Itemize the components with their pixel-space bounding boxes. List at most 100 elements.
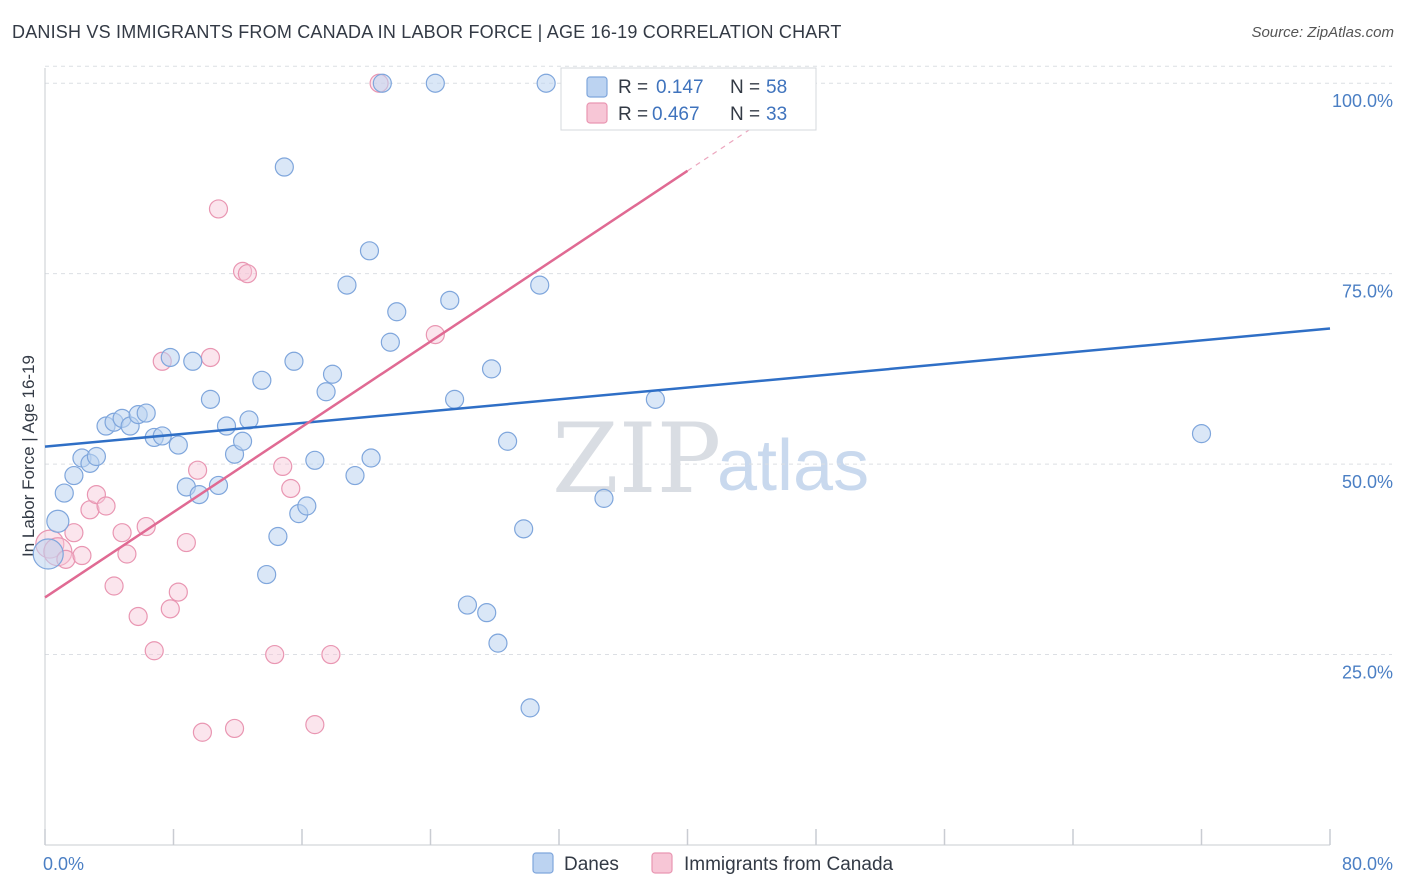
- danes-point: [200, 389, 221, 409]
- danes-point: [160, 347, 180, 368]
- y-tick-label: 100.0%: [1332, 91, 1393, 111]
- canada-point: [64, 523, 84, 543]
- danes-point: [359, 241, 380, 261]
- legend-n-label-canada: N =: [730, 104, 760, 125]
- watermark-zip: ZIP: [552, 403, 721, 515]
- watermark-atlas: atlas: [717, 426, 869, 506]
- danes-point: [481, 359, 502, 379]
- trend-line-canada-extension: [687, 122, 761, 172]
- canada-point: [160, 599, 180, 619]
- danes-point: [297, 496, 317, 516]
- danes-point: [208, 475, 229, 496]
- danes-point: [252, 370, 272, 390]
- danes-point: [316, 382, 336, 402]
- danes-point: [488, 633, 508, 653]
- canada-point: [96, 496, 116, 516]
- canada-point: [192, 722, 213, 742]
- canada-point: [273, 456, 293, 477]
- y-tick-label: 50.0%: [1342, 472, 1393, 492]
- danes-point: [46, 509, 70, 533]
- danes-point: [514, 519, 534, 539]
- canada-point: [144, 641, 164, 661]
- danes-point: [216, 416, 237, 436]
- danes-point: [345, 465, 365, 486]
- danes-point: [380, 332, 400, 352]
- danes-point: [425, 73, 445, 93]
- legend-n-label-danes: N =: [730, 77, 760, 98]
- y-tick-label: 25.0%: [1342, 663, 1393, 683]
- canada-point: [176, 532, 196, 553]
- canada-point: [305, 715, 325, 735]
- danes-point: [322, 364, 343, 384]
- danes-point: [168, 435, 188, 455]
- danes-point: [32, 538, 64, 570]
- trend-lines: [44, 122, 1331, 599]
- grid-lines: [45, 65, 1392, 656]
- x-tick-label: 80.0%: [1342, 854, 1393, 874]
- canada-point: [208, 199, 229, 219]
- source-credit: Source: ZipAtlas.com: [1251, 24, 1394, 41]
- danes-point: [361, 448, 381, 468]
- legend-r-label-danes: R =: [618, 77, 648, 98]
- danes-point: [64, 465, 84, 486]
- legend-correlation: R = 0.147 N = 58 R = 0.467 N = 33: [560, 67, 817, 131]
- canada-point: [168, 582, 188, 602]
- danes-point: [645, 389, 665, 409]
- danes-point: [284, 351, 304, 371]
- canada-point: [425, 325, 445, 345]
- canada-point: [200, 347, 221, 368]
- danes-point: [387, 302, 407, 322]
- danes-point: [268, 526, 288, 547]
- danes-point: [444, 389, 465, 409]
- danes-point: [530, 275, 550, 295]
- canada-point: [237, 264, 257, 284]
- danes-point: [337, 275, 357, 295]
- x-tick-label: 0.0%: [43, 854, 84, 874]
- canada-point: [117, 544, 137, 564]
- canada-point: [136, 516, 156, 537]
- tick-labels: 100.0% 75.0% 50.0% 25.0% 0.0% 80.0%: [43, 91, 1393, 874]
- legend-series: Danes Immigrants from Canada: [532, 852, 894, 875]
- legend-bottom-label-canada: Immigrants from Canada: [684, 854, 894, 875]
- legend-r-value-danes: 0.147: [656, 77, 704, 98]
- trend-line-canada: [44, 169, 689, 599]
- y-tick-label: 75.0%: [1342, 282, 1393, 302]
- legend-bottom-swatch-danes: [532, 852, 554, 874]
- danes-point: [183, 351, 203, 371]
- series-immigrants-from-canada: [35, 73, 598, 742]
- danes-point: [274, 157, 294, 177]
- series-danes: [32, 73, 1212, 718]
- canada-point: [128, 606, 148, 627]
- legend-bottom-swatch-canada: [651, 852, 673, 874]
- legend-bottom-label-danes: Danes: [564, 854, 619, 875]
- danes-point: [305, 450, 325, 470]
- legend-swatch-canada: [586, 102, 608, 124]
- canada-point: [321, 644, 341, 665]
- legend-r-label-canada: R =: [618, 104, 648, 125]
- danes-point: [257, 564, 277, 585]
- watermark: ZIP atlas: [552, 403, 869, 515]
- danes-point: [54, 483, 74, 503]
- danes-point: [457, 595, 478, 615]
- legend-n-value-danes: 58: [766, 77, 787, 98]
- canada-point: [187, 460, 208, 480]
- canada-point: [224, 718, 245, 739]
- danes-point: [372, 73, 392, 93]
- canada-point: [265, 644, 285, 665]
- legend-swatch-danes: [586, 76, 608, 98]
- canada-point: [281, 478, 301, 499]
- danes-point: [440, 290, 460, 310]
- danes-point: [1191, 424, 1212, 444]
- danes-point: [136, 403, 156, 423]
- axes: [44, 68, 1331, 846]
- danes-point: [86, 446, 107, 467]
- danes-point: [536, 73, 556, 93]
- danes-point: [498, 431, 518, 451]
- canada-point: [72, 545, 92, 566]
- legend-r-value-canada: 0.467: [652, 104, 700, 125]
- danes-point: [594, 488, 614, 508]
- danes-point: [520, 698, 540, 718]
- legend-n-value-canada: 33: [766, 104, 787, 125]
- danes-point: [477, 603, 497, 623]
